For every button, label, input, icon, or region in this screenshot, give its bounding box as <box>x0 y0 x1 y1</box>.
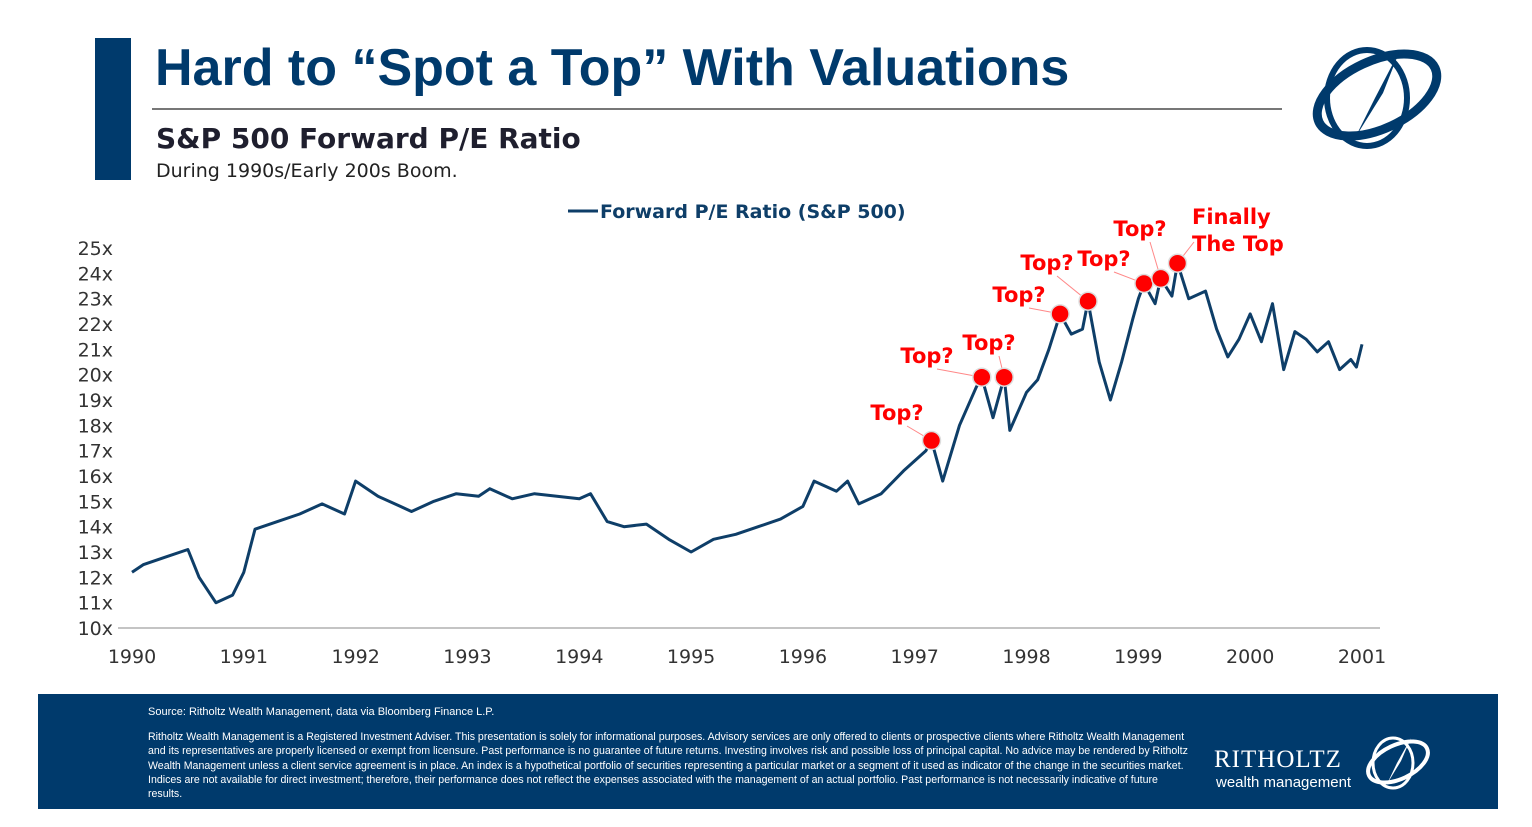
y-tick-label: 18x <box>78 415 113 437</box>
annotation-label: Finally <box>1192 205 1271 229</box>
y-tick-label: 21x <box>78 339 113 361</box>
y-tick-label: 10x <box>78 618 113 640</box>
chart-subtitle: S&P 500 Forward P/E Ratio <box>156 122 581 155</box>
y-tick-label: 25x <box>78 238 113 260</box>
brand-tagline: wealth management <box>1216 774 1352 791</box>
x-tick-label: 1991 <box>220 646 268 668</box>
x-tick-label: 2000 <box>1226 646 1274 668</box>
annotation-dot <box>1078 291 1098 311</box>
x-tick-label: 1999 <box>1114 646 1162 668</box>
annotation-dot <box>1150 268 1171 289</box>
annotation-label: Top? <box>1077 247 1130 271</box>
y-tick-label: 12x <box>78 567 113 589</box>
title-accent-bar <box>95 38 131 180</box>
page-title: Hard to “Spot a Top” With Valuations <box>155 39 1070 97</box>
annotation-label: Top? <box>870 401 923 425</box>
y-tick-label: 14x <box>78 517 113 539</box>
x-tick-label: 1997 <box>891 646 939 668</box>
annotation-dot <box>921 430 942 451</box>
title-divider <box>152 108 1282 110</box>
disclaimer: Ritholtz Wealth Management is a Register… <box>148 731 1188 801</box>
brand-name: RITHOLTZ <box>1214 746 1342 773</box>
annotation-label: The Top <box>1192 232 1284 256</box>
annotation-label: Top? <box>992 283 1045 307</box>
compass-logo-icon <box>1312 47 1442 149</box>
x-tick-label: 1995 <box>667 646 715 668</box>
x-tick-label: 1994 <box>555 646 603 668</box>
y-tick-label: 24x <box>78 263 113 285</box>
y-tick-label: 13x <box>78 542 113 564</box>
y-tick-label: 17x <box>78 441 113 463</box>
annotation-dot <box>1050 304 1070 324</box>
y-tick-label: 20x <box>78 365 113 387</box>
x-tick-label: 2001 <box>1338 646 1386 668</box>
annotation-label: Top? <box>900 344 953 368</box>
footer: Source: Ritholtz Wealth Management, data… <box>38 694 1498 809</box>
y-tick-label: 23x <box>78 289 113 311</box>
chart-description: During 1990s/Early 200s Boom. <box>156 160 458 182</box>
y-tick-label: 16x <box>78 466 113 488</box>
forward-pe-chart: 10x 11x 12x 13x 14x 15x 16x 17x 18x 19x 20x 21x 22x 2… <box>78 201 1387 668</box>
x-tick-label: 1993 <box>443 646 491 668</box>
annotation-label: Top? <box>962 331 1015 355</box>
y-tick-label: 19x <box>78 390 113 412</box>
legend-label: Forward P/E Ratio (S&P 500) <box>600 201 906 223</box>
annotation-dot <box>1167 253 1188 273</box>
annotation-dot <box>1134 273 1154 294</box>
y-tick-label: 15x <box>78 491 113 513</box>
source-note: Source: Ritholtz Wealth Management, data… <box>148 706 495 718</box>
annotation-label: Top? <box>1020 251 1073 275</box>
x-tick-label: 1998 <box>1002 646 1050 668</box>
x-tick-label: 1992 <box>331 646 379 668</box>
y-tick-label: 22x <box>78 314 113 336</box>
y-tick-label: 11x <box>78 593 113 615</box>
series-line <box>131 261 1364 605</box>
annotation-dot <box>972 367 992 387</box>
brand-logo-icon <box>1366 736 1430 790</box>
x-tick-label: 1990 <box>108 646 156 668</box>
annotation-dot <box>994 367 1014 387</box>
x-tick-label: 1996 <box>779 646 827 668</box>
annotation-label: Top? <box>1113 217 1166 241</box>
